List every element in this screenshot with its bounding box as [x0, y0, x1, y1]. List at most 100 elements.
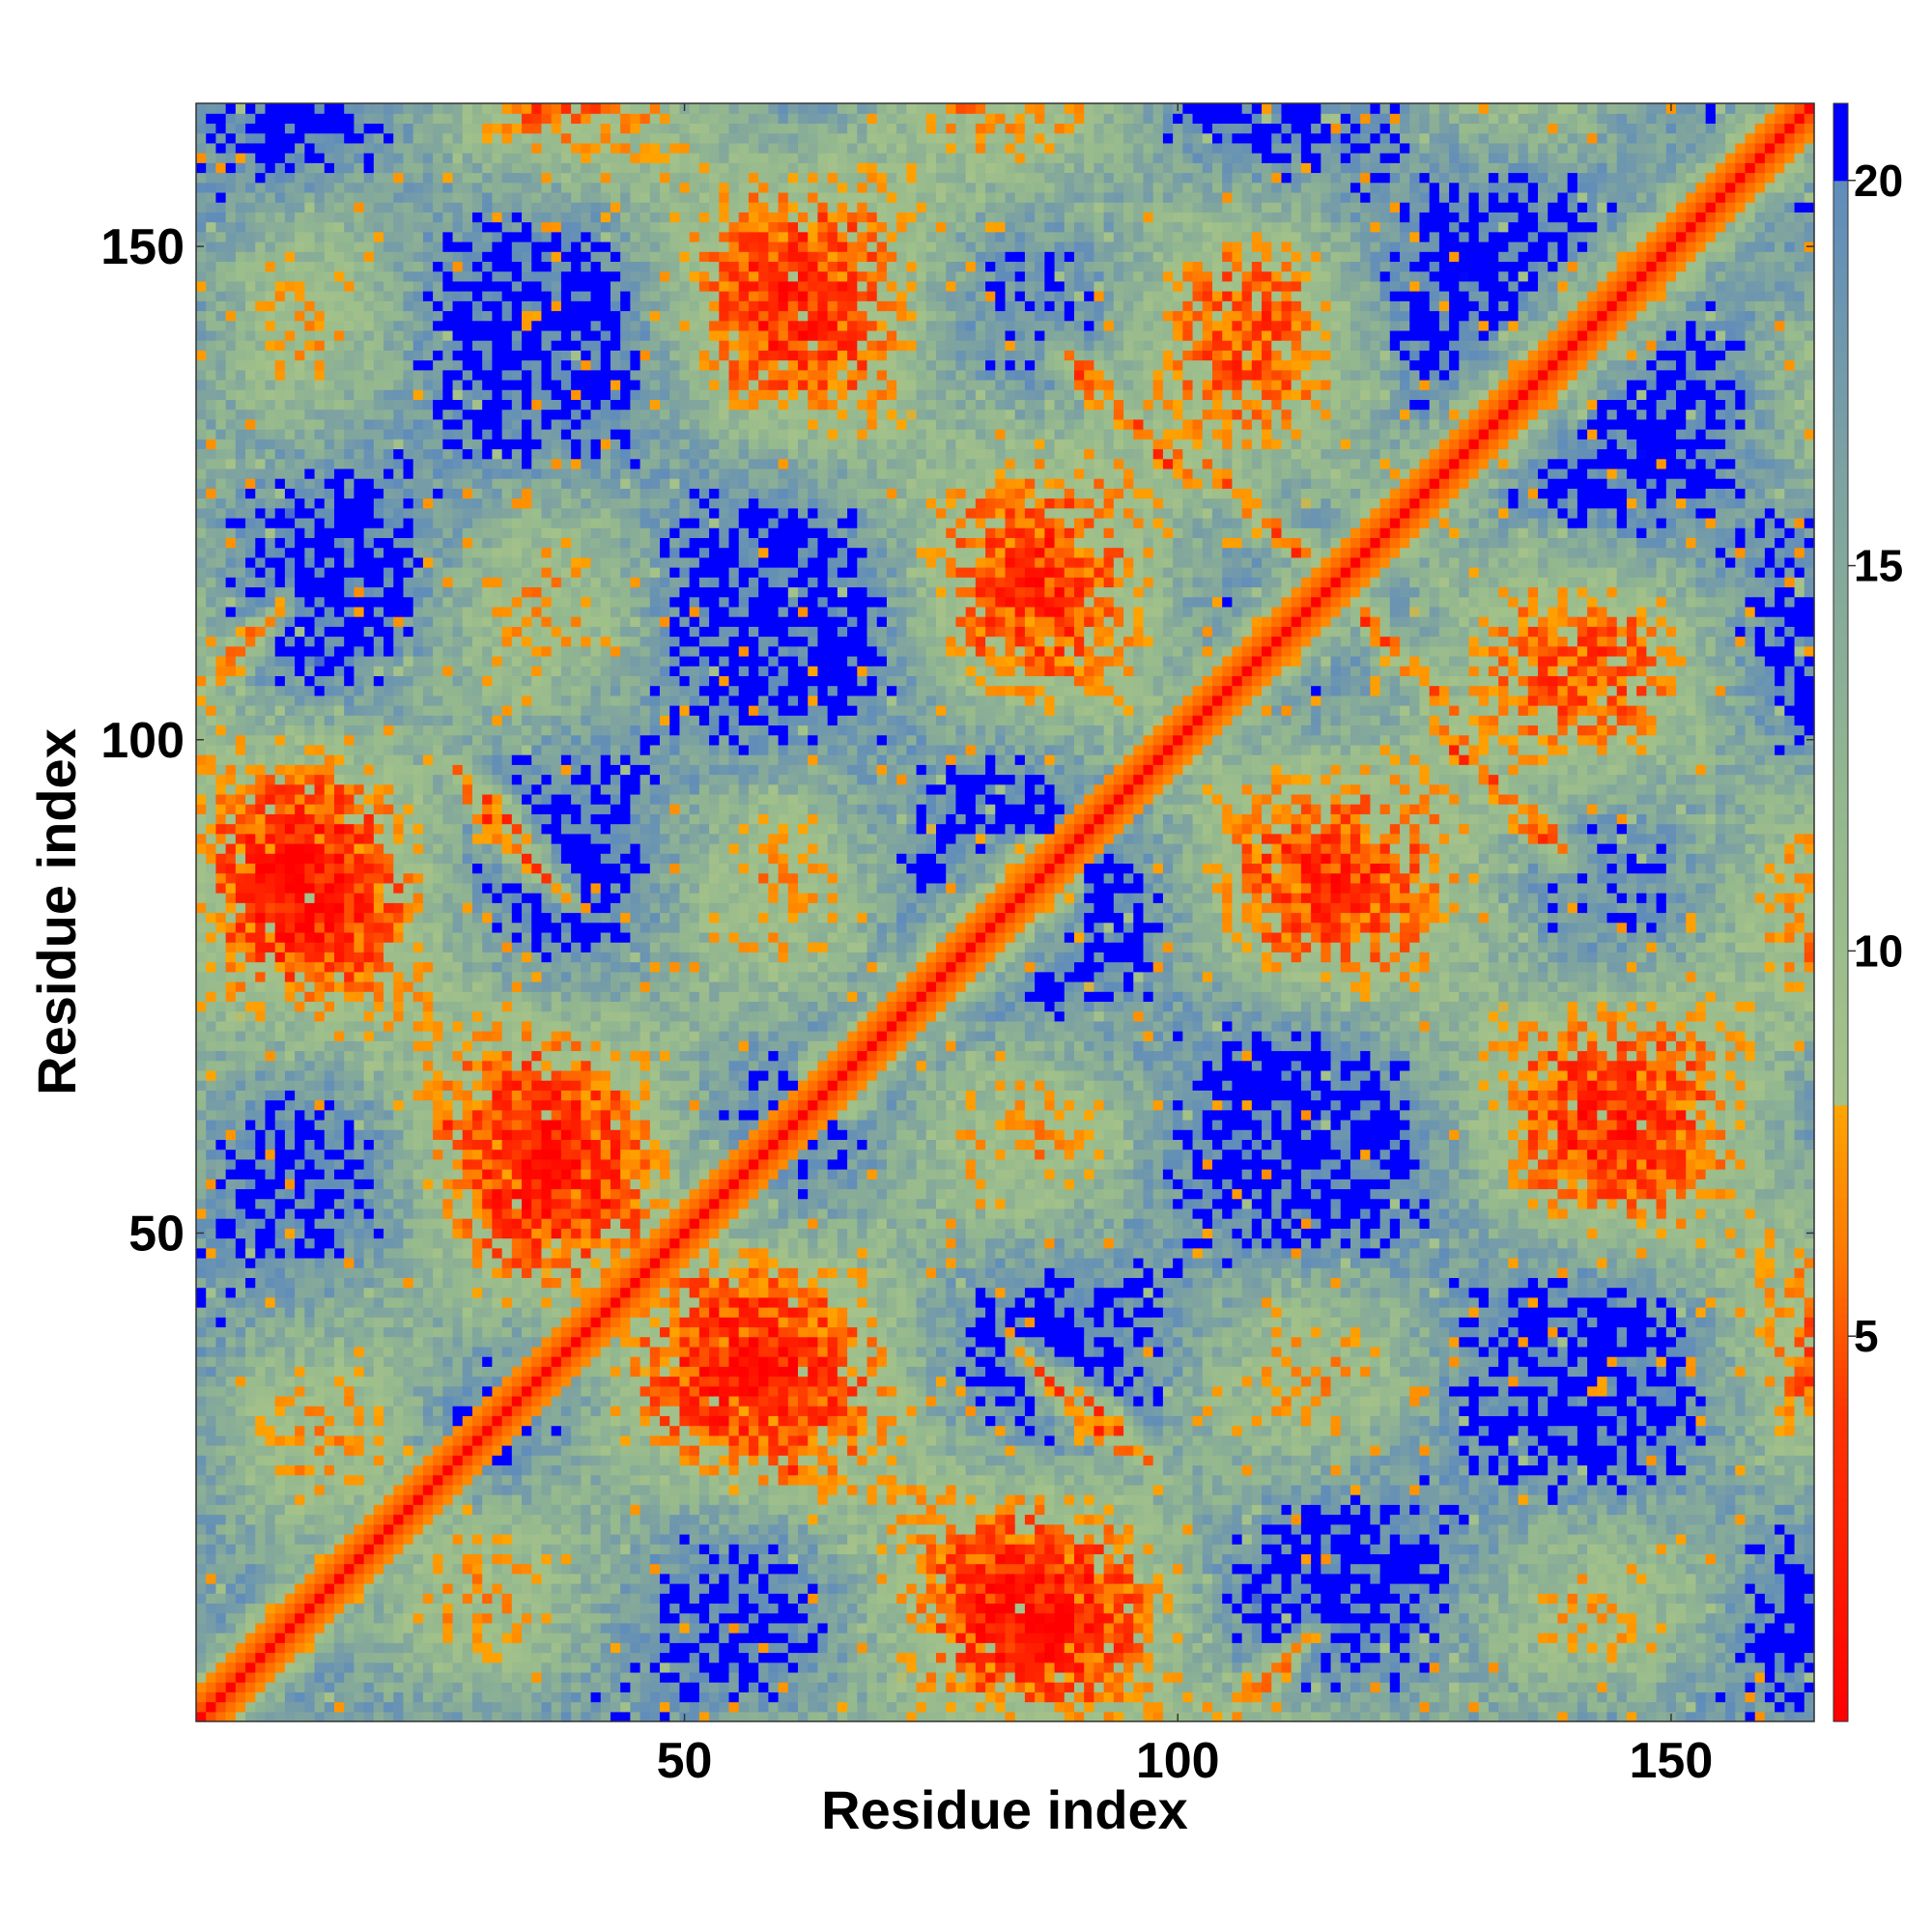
heatmap-cell	[472, 1653, 483, 1663]
heatmap-cell	[236, 1494, 246, 1505]
heatmap-cell	[442, 1080, 453, 1091]
heatmap-cell	[334, 745, 345, 755]
heatmap-cell	[463, 1090, 473, 1100]
heatmap-cell	[304, 1406, 315, 1416]
heatmap-cell	[364, 1712, 375, 1722]
heatmap-cell	[196, 557, 207, 568]
heatmap-cell	[215, 172, 226, 183]
heatmap-cell	[423, 932, 434, 943]
heatmap-cell	[334, 1455, 345, 1465]
heatmap-cell	[413, 666, 424, 676]
heatmap-cell	[364, 1435, 375, 1446]
heatmap-cell	[482, 172, 493, 183]
heatmap-cell	[215, 1188, 226, 1199]
heatmap-cell	[463, 1297, 473, 1308]
heatmap-cell	[463, 646, 473, 657]
heatmap-cell	[364, 1396, 375, 1406]
heatmap-cell	[472, 942, 483, 952]
heatmap-cell	[295, 991, 305, 1002]
heatmap-cell	[472, 1603, 483, 1613]
heatmap-cell	[463, 1396, 473, 1406]
heatmap-cell	[492, 1672, 502, 1683]
heatmap-cell	[226, 1553, 237, 1564]
heatmap-cell	[196, 1691, 207, 1702]
heatmap-cell	[275, 123, 286, 133]
heatmap-cell	[206, 192, 216, 203]
heatmap-cell	[413, 952, 424, 962]
heatmap-cell	[384, 1691, 394, 1702]
heatmap-cell	[226, 1317, 237, 1327]
heatmap-cell	[265, 686, 275, 696]
heatmap-cell	[482, 893, 493, 903]
heatmap-cell	[206, 448, 216, 459]
heatmap-cell	[245, 1475, 256, 1486]
heatmap-cell	[482, 1110, 493, 1121]
heatmap-cell	[255, 1159, 266, 1170]
heatmap-cell	[482, 962, 493, 973]
heatmap-cell	[472, 518, 483, 528]
heatmap-cell	[206, 1426, 216, 1436]
heatmap-cell	[463, 981, 473, 992]
heatmap-cell	[334, 1139, 345, 1150]
heatmap-cell	[206, 913, 216, 923]
heatmap-cell	[334, 518, 345, 528]
heatmap-cell	[304, 1326, 315, 1337]
heatmap-cell	[206, 1524, 216, 1535]
heatmap-cell	[255, 1406, 266, 1416]
heatmap-cell	[413, 804, 424, 814]
heatmap-cell	[285, 1593, 296, 1604]
heatmap-cell	[364, 942, 375, 952]
heatmap-cell	[334, 1593, 345, 1604]
heatmap-cell	[442, 1120, 453, 1130]
heatmap-cell	[325, 1653, 335, 1663]
heatmap-cell	[325, 1613, 335, 1624]
heatmap-cell	[492, 981, 502, 992]
heatmap-cell	[453, 1524, 464, 1535]
heatmap-cell	[453, 1238, 464, 1249]
heatmap-cell	[433, 705, 443, 716]
heatmap-cell	[315, 1150, 326, 1160]
heatmap-cell	[453, 834, 464, 844]
heatmap-cell	[374, 1277, 384, 1288]
heatmap-cell	[285, 1445, 296, 1456]
heatmap-cell	[463, 1238, 473, 1249]
heatmap-cell	[245, 1218, 256, 1229]
heatmap-cell	[453, 1080, 464, 1091]
heatmap-cell	[315, 380, 326, 390]
heatmap-cell	[374, 1682, 384, 1692]
heatmap-cell	[315, 162, 326, 173]
heatmap-cell	[393, 459, 404, 469]
heatmap-cell	[334, 1021, 345, 1032]
heatmap-cell	[384, 1574, 394, 1584]
heatmap-cell	[442, 469, 453, 479]
heatmap-cell	[354, 1208, 364, 1219]
heatmap-cell	[492, 1613, 502, 1624]
heatmap-cell	[433, 981, 443, 992]
heatmap-cell	[196, 1337, 207, 1348]
heatmap-cell	[442, 1386, 453, 1397]
heatmap-cell	[374, 1159, 384, 1170]
heatmap-cell	[215, 1583, 226, 1594]
heatmap-cell	[226, 133, 237, 144]
heatmap-cell	[226, 300, 237, 311]
heatmap-cell	[325, 153, 335, 163]
heatmap-cell	[344, 1208, 355, 1219]
heatmap-cell	[245, 1593, 256, 1604]
heatmap-cell	[453, 1366, 464, 1377]
heatmap-cell	[265, 991, 275, 1002]
heatmap-cell	[403, 666, 413, 676]
heatmap-cell	[482, 902, 493, 913]
heatmap-cell	[304, 784, 315, 795]
heatmap-cell	[374, 1307, 384, 1318]
heatmap-cell	[413, 133, 424, 144]
heatmap-cell	[384, 932, 394, 943]
heatmap-cell	[275, 1435, 286, 1446]
heatmap-cell	[236, 913, 246, 923]
heatmap-cell	[344, 1248, 355, 1259]
heatmap-cell	[364, 113, 375, 124]
heatmap-cell	[325, 646, 335, 657]
heatmap-cell	[364, 162, 375, 173]
heatmap-cell	[354, 1653, 364, 1663]
heatmap-cell	[364, 1662, 375, 1673]
heatmap-cell	[423, 232, 434, 242]
